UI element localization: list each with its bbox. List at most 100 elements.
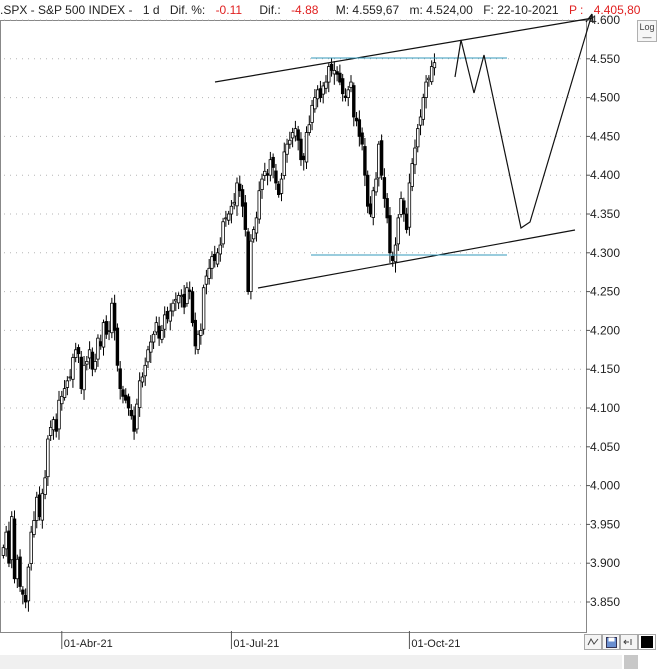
candle-body — [135, 403, 139, 430]
candle-body — [246, 231, 250, 293]
save-icon — [605, 636, 617, 648]
y-tick-label: 4.050 — [590, 440, 620, 454]
change-label: Dif.: — [259, 3, 281, 17]
candle-body — [185, 287, 189, 305]
horizontal-scrollbar[interactable] — [0, 655, 622, 669]
chart-type-button[interactable] — [584, 634, 602, 650]
candle-body — [229, 205, 234, 215]
candle-body — [62, 388, 67, 398]
high-value: M: 4.559,67 — [335, 3, 400, 17]
candle-body — [204, 275, 209, 285]
candle-body — [290, 132, 295, 139]
candle-body — [271, 156, 275, 168]
drawings — [214, 13, 594, 289]
candle-body — [263, 170, 267, 176]
upper-trendline — [214, 17, 594, 83]
candle-body — [23, 595, 28, 603]
candle-body — [21, 589, 25, 595]
candle-body — [371, 190, 375, 218]
candle-body — [402, 200, 406, 215]
candle-body — [357, 119, 362, 137]
candle-body — [154, 322, 159, 333]
candle-body — [121, 389, 125, 397]
y-tick-label: 4.250 — [590, 285, 620, 299]
candle-body — [207, 267, 211, 279]
candle-body — [251, 229, 256, 240]
candle-body — [421, 97, 426, 120]
candle-body — [60, 395, 64, 405]
candle-body — [299, 138, 303, 161]
candle-body — [82, 364, 86, 391]
candle-body — [1, 547, 6, 556]
candle-body — [126, 396, 131, 409]
candle-body — [413, 147, 417, 166]
candle-body — [143, 364, 147, 377]
candle-body — [96, 337, 100, 360]
candle-body — [396, 217, 400, 245]
projection-path — [454, 13, 593, 229]
candle-body — [193, 319, 197, 347]
candle-body — [377, 143, 381, 179]
candle-body — [349, 81, 353, 88]
candle-body — [360, 132, 364, 145]
candle-body — [146, 349, 150, 363]
scroll-thumb[interactable] — [624, 655, 638, 669]
candle-body — [215, 252, 220, 265]
candle-body — [329, 63, 334, 71]
x-tick-label: 01-Oct-21 — [411, 638, 460, 650]
candle-body — [210, 256, 214, 269]
candle-body — [35, 496, 39, 521]
candle-body — [340, 78, 345, 95]
candle-body — [48, 426, 53, 436]
wave-icon — [587, 637, 599, 646]
candle-body — [151, 333, 156, 343]
candle-body — [162, 314, 167, 330]
candle-body — [302, 155, 306, 161]
candle-body — [240, 189, 245, 207]
candle-body — [99, 341, 103, 347]
x-tick-label: 01-Abr-21 — [64, 638, 113, 650]
candle-body — [46, 438, 50, 478]
candle-body — [7, 530, 11, 564]
projection-arrowhead — [585, 13, 594, 24]
candle-body — [93, 361, 97, 370]
candles — [1, 53, 437, 612]
color-button[interactable] — [638, 634, 656, 650]
candle-body — [374, 178, 378, 193]
price-label: P : — [568, 3, 584, 17]
y-tick-label: 4.100 — [590, 401, 620, 415]
candle-body — [65, 380, 70, 388]
candle-body — [137, 380, 142, 409]
candle-body — [293, 128, 298, 137]
candle-body — [296, 129, 300, 141]
candle-body — [391, 255, 395, 261]
candle-body — [279, 178, 284, 194]
candle-body — [90, 351, 95, 370]
candle-body — [288, 139, 292, 145]
y-tick-label: 4.350 — [590, 207, 620, 221]
change-pct-value: -0.11 — [215, 3, 243, 17]
candle-body — [224, 217, 228, 220]
candle-body — [12, 518, 17, 580]
candle-body — [221, 221, 225, 245]
candle-body — [76, 347, 81, 355]
candle-body — [332, 70, 337, 75]
candle-body — [79, 356, 83, 389]
save-button[interactable] — [602, 634, 620, 650]
candle-body — [165, 310, 170, 320]
low-value: m: 4.524,00 — [409, 3, 473, 17]
candle-body — [182, 293, 186, 308]
candle-body — [368, 203, 373, 215]
zoom-out-button[interactable] — [620, 634, 638, 650]
log-scale-button[interactable]: Log — — [637, 20, 657, 42]
y-tick-label: 4.000 — [590, 479, 620, 493]
candle-body — [68, 376, 72, 379]
y-tick-label: 4.300 — [590, 246, 620, 260]
candle-body — [10, 516, 14, 561]
candle-body — [379, 140, 384, 176]
candle-body — [101, 322, 106, 348]
zoom-out-icon — [623, 639, 632, 645]
candle-body — [235, 182, 239, 207]
candle-body — [107, 329, 111, 332]
